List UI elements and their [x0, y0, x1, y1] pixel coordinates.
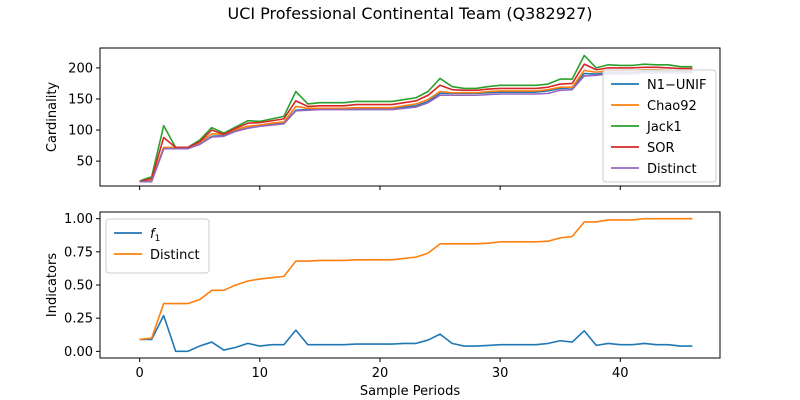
series-line-4	[139, 63, 693, 183]
y-tick-label: 100	[68, 124, 93, 139]
x-tick-label: 30	[492, 366, 509, 381]
legend-label: f1	[150, 227, 160, 244]
legend: f1 Distinct	[105, 218, 210, 274]
x-axis-label: Sample Periods	[360, 384, 460, 399]
legend-label: Jack1	[646, 120, 682, 135]
y-tick-label: 0.75	[64, 245, 93, 260]
y-tick-label: 0.25	[64, 312, 93, 327]
x-tick-label: 0	[136, 366, 144, 381]
legend: N1−UNIF Chao92 Jack1 SOR Distinct	[602, 69, 717, 183]
y-tick-label: 0.00	[64, 345, 93, 360]
x-tick-label: 20	[372, 366, 389, 381]
series-line-5	[139, 72, 693, 183]
legend-label: Distinct	[647, 162, 697, 177]
y-tick-label: 50	[76, 155, 93, 170]
x-tick-label: 10	[252, 366, 269, 381]
legend-box	[105, 218, 210, 274]
plot-frame	[99, 47, 721, 187]
series-line-1	[139, 314, 693, 353]
legend-label: SOR	[647, 141, 675, 156]
cardinality-subplot: 50 100 150 200 Cardinality N1−UNIF Chao92 Jack1…	[45, 47, 721, 190]
y-axis-label: Indicators	[45, 253, 60, 317]
y-axis-label: Cardinality	[45, 82, 60, 153]
indicators-subplot: 0 10 20 30 40 0.00 0.25 0.50 0.75 1.00 Indicators S…	[45, 211, 721, 399]
legend-box	[602, 69, 717, 183]
series-line-3	[139, 54, 693, 182]
figure-title: UCI Professional Continental Team (Q3829…	[227, 4, 592, 23]
legend-label: Chao92	[647, 99, 697, 114]
y-tick-label: 1.00	[64, 212, 93, 227]
y-tick-label: 0.50	[64, 279, 93, 294]
y-tick-label: 200	[68, 61, 93, 76]
x-tick-label: 40	[612, 366, 629, 381]
legend-label: Distinct	[150, 248, 200, 263]
y-tick-label: 150	[68, 92, 93, 107]
series-line-2	[139, 217, 693, 341]
legend-label: N1−UNIF	[647, 78, 706, 93]
